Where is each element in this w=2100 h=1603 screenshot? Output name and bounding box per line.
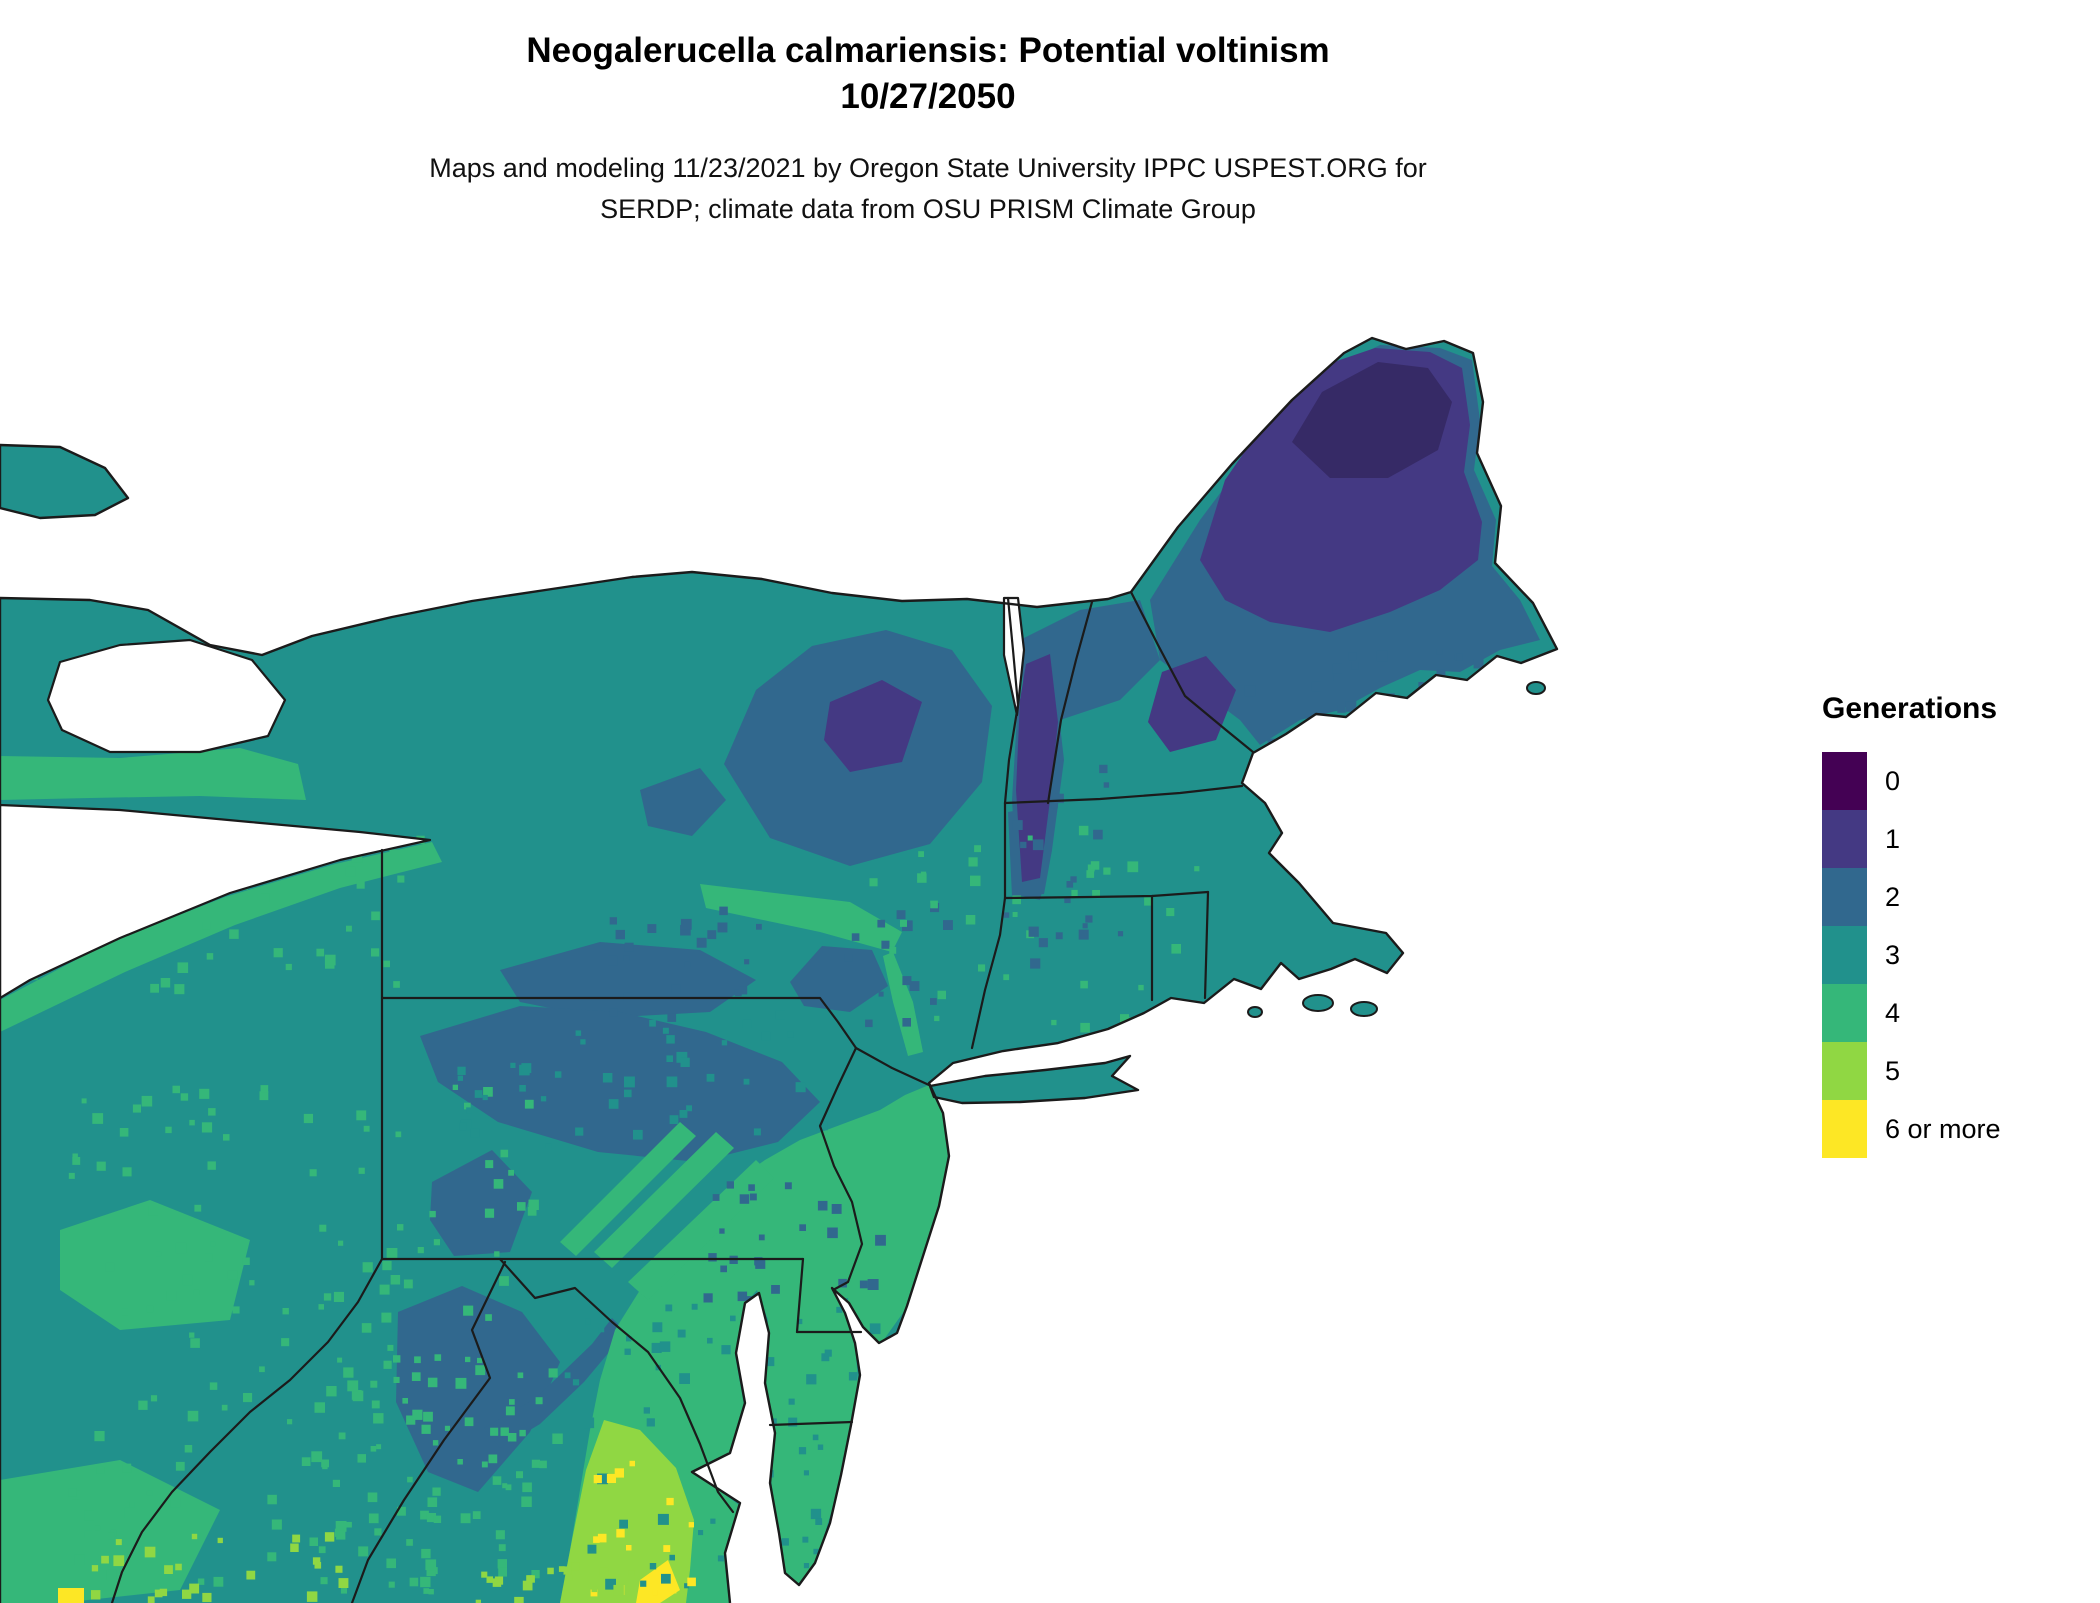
region-erie-shore-plain	[0, 842, 442, 1032]
legend-swatch-3	[1822, 926, 1867, 984]
region-ontario-shore-plain	[0, 748, 306, 800]
legend-label-6: 6 or more	[1885, 1113, 2001, 1144]
legend-row: 3	[1822, 926, 2001, 984]
legend-row: 1	[1822, 810, 2001, 868]
legend-row: 2	[1822, 868, 2001, 926]
border-de-west	[795, 1257, 805, 1334]
region-northern-pa	[420, 1006, 820, 1162]
region-adirondack-core	[824, 680, 922, 772]
region-se-virginia	[560, 1420, 694, 1603]
legend-row: 0	[1822, 752, 2001, 810]
legend-row: 6 or more	[1822, 1100, 2001, 1158]
legend-label-2: 2	[1885, 881, 1901, 912]
border-vt-nh	[1046, 600, 1094, 805]
legend-label-4: 4	[1885, 997, 1901, 1028]
marthas-vineyard	[1302, 994, 1334, 1012]
islands	[1247, 681, 1546, 1018]
legend-swatch-0	[1822, 752, 1867, 810]
credit-line-2: SERDP; climate data from OSU PRISM Clima…	[600, 194, 1256, 224]
legend-swatch-6	[1822, 1100, 1867, 1158]
legend-label-5: 5	[1885, 1055, 1901, 1086]
credit-line-1: Maps and modeling 11/23/2021 by Oregon S…	[429, 153, 1427, 183]
legend-label-3: 3	[1885, 939, 1901, 970]
block-island	[1247, 1006, 1263, 1018]
border-ri-ma	[1203, 890, 1210, 1000]
legend-label-1: 1	[1885, 823, 1901, 854]
region-catskills	[790, 946, 888, 1012]
region-laurel-highlands	[430, 1150, 532, 1256]
region-hudson-valley	[883, 952, 923, 1056]
legend-swatch-1	[1822, 810, 1867, 868]
legend-row: 5	[1822, 1042, 2001, 1100]
border-potomac	[498, 1257, 735, 1514]
legend-label-0: 0	[1885, 765, 1901, 796]
border-wv-va	[350, 1260, 507, 1603]
lakes	[0, 596, 1026, 1000]
region-mohawk-valley	[700, 884, 902, 952]
map-date: 10/27/2050	[840, 77, 1016, 116]
region-gen6-speck	[58, 1588, 84, 1603]
state-borders	[110, 590, 1255, 1603]
generation-regions	[0, 345, 1540, 1603]
region-blue-ridge	[484, 1318, 626, 1448]
border-md-va-delmarva	[768, 1420, 854, 1427]
long-island	[930, 1056, 1138, 1103]
region-ohio-valley-green-1	[60, 1200, 250, 1330]
region-north-maine-dark	[1292, 362, 1452, 478]
border-me-nh	[1129, 590, 1255, 754]
maine-island	[1526, 681, 1546, 695]
coastline	[0, 336, 1559, 1603]
region-white-mountains	[1148, 656, 1236, 752]
border-ny-ct	[970, 896, 1007, 1050]
region-north-vt-nh-blue	[1020, 600, 1160, 720]
region-pa-valley-stripe-3	[628, 1160, 774, 1300]
legend-swatch-5	[1822, 1042, 1867, 1100]
legend-swatch-2	[1822, 868, 1867, 926]
border-ma-north	[1003, 784, 1244, 805]
border-pa-nj-delaware-river	[818, 1046, 864, 1292]
border-ma-south	[1003, 890, 1210, 900]
border-ny-vt	[1003, 596, 1020, 805]
nantucket	[1350, 1001, 1378, 1017]
border-ny-nj	[854, 1046, 931, 1087]
region-pa-valley-stripe-2	[594, 1132, 734, 1268]
border-ny-pa	[380, 996, 858, 1050]
legend-row: 4	[1822, 984, 2001, 1042]
lake-ontario	[46, 638, 287, 754]
lake-erie	[0, 803, 432, 1000]
ontario-canada-fragment	[0, 445, 128, 518]
page-title: Neogalerucella calmariensis: Potential v…	[526, 31, 1330, 70]
legend: Generations 0 1 2 3 4 5 6 or more	[1822, 692, 2001, 1158]
legend-title: Generations	[1822, 692, 1998, 725]
border-ohio-river	[110, 1257, 384, 1603]
region-pa-valley-stripe-1	[560, 1122, 696, 1256]
legend-swatch-4	[1822, 984, 1867, 1042]
header: Neogalerucella calmariensis: Potential v…	[0, 28, 1856, 230]
credit-block: Maps and modeling 11/23/2021 by Oregon S…	[0, 148, 1856, 230]
region-tug-hill	[640, 768, 726, 836]
region-green-mountains	[1016, 654, 1058, 882]
